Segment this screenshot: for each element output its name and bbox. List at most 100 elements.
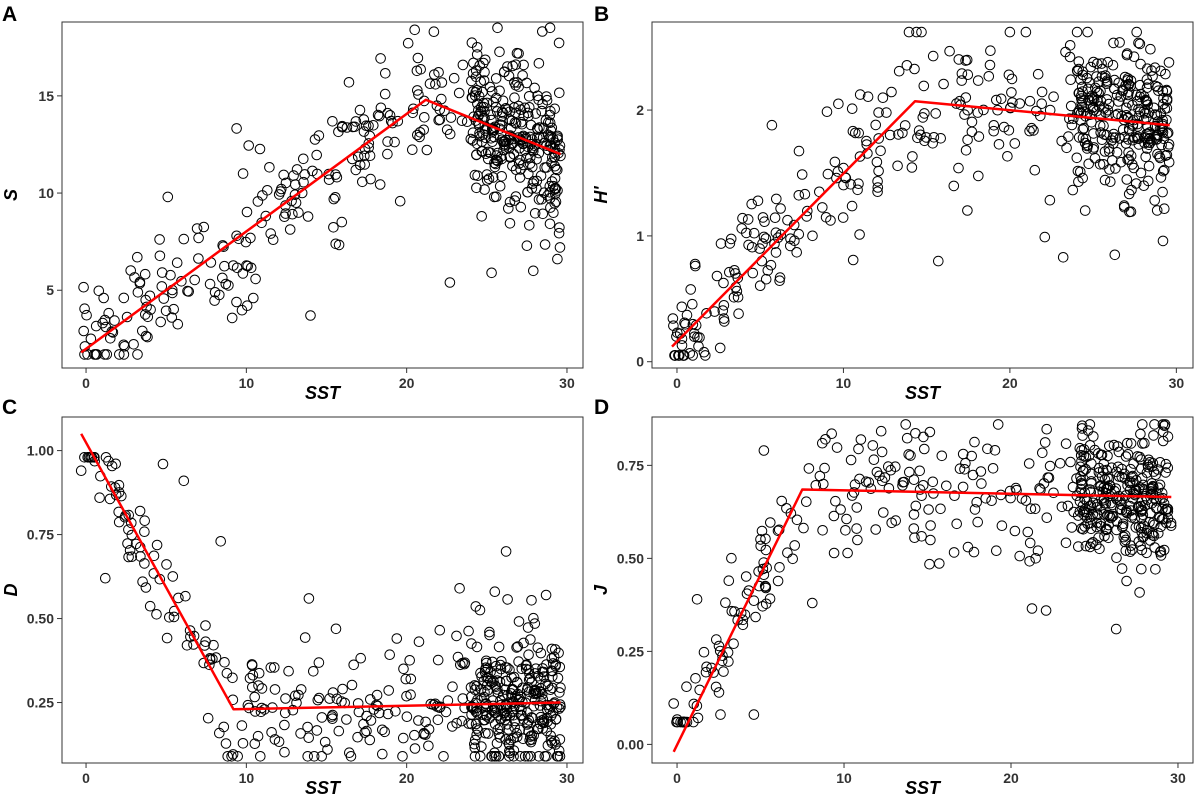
data-point — [1073, 63, 1084, 75]
x-tick-label: 30 — [1169, 375, 1185, 391]
data-point — [331, 693, 343, 705]
data-point — [223, 280, 234, 291]
data-point — [678, 350, 690, 361]
data-point — [79, 303, 90, 315]
data-point — [956, 75, 968, 86]
data-point — [1082, 83, 1094, 95]
plot-frame — [651, 21, 1194, 369]
data-point — [853, 443, 864, 455]
data-point — [289, 189, 301, 200]
data-point — [330, 192, 341, 203]
data-point — [991, 94, 1002, 106]
data-point — [848, 487, 860, 498]
data-point — [525, 634, 536, 645]
data-point — [1066, 119, 1078, 131]
data-point — [327, 116, 338, 127]
data-point — [118, 292, 130, 304]
data-point — [492, 687, 504, 699]
data-point — [916, 531, 927, 542]
data-point — [1028, 125, 1039, 136]
data-point — [1136, 527, 1148, 538]
data-point — [1118, 531, 1130, 543]
data-point — [383, 685, 395, 696]
data-point — [962, 134, 973, 146]
y-axis-title: J — [591, 584, 611, 595]
data-point — [853, 178, 864, 189]
data-point — [908, 474, 920, 486]
data-point — [770, 247, 782, 258]
data-point — [341, 122, 353, 133]
data-point — [525, 751, 537, 762]
data-point — [485, 109, 496, 121]
data-point — [365, 715, 377, 726]
data-point — [681, 309, 693, 321]
data-point — [775, 203, 786, 214]
data-point — [248, 292, 259, 304]
data-point — [1076, 81, 1088, 93]
data-point — [193, 253, 204, 264]
data-point — [93, 285, 105, 297]
data-point — [154, 234, 165, 245]
data-point — [265, 228, 277, 239]
data-point — [774, 275, 785, 287]
data-point — [545, 684, 556, 696]
data-point — [198, 221, 210, 233]
data-point — [1032, 68, 1044, 80]
data-point — [853, 127, 865, 139]
data-point — [384, 110, 396, 121]
data-point — [1104, 146, 1115, 157]
data-point — [549, 735, 560, 747]
data-point — [760, 273, 772, 285]
data-point — [1100, 524, 1112, 536]
data-point — [1130, 484, 1142, 496]
data-point — [484, 81, 496, 93]
data-point — [1035, 110, 1046, 122]
data-point — [691, 594, 703, 605]
data-point — [495, 659, 506, 671]
data-point — [701, 308, 712, 319]
data-point — [1101, 129, 1112, 141]
data-point — [711, 270, 723, 282]
data-point — [759, 216, 770, 227]
data-point — [1158, 92, 1169, 104]
data-point — [1042, 472, 1054, 483]
data-point — [480, 662, 492, 674]
data-point — [676, 301, 688, 313]
data-point — [1134, 587, 1145, 598]
data-point — [290, 179, 301, 190]
data-point — [883, 461, 894, 472]
data-point — [968, 546, 980, 558]
data-point — [728, 638, 739, 650]
data-point — [793, 145, 805, 157]
scatter-points — [78, 22, 566, 360]
data-point — [747, 267, 759, 279]
data-point — [81, 309, 92, 321]
data-point — [884, 129, 896, 141]
data-point — [421, 144, 433, 156]
data-point — [398, 663, 409, 675]
data-point — [1123, 147, 1134, 158]
data-point — [486, 677, 498, 689]
data-point — [541, 699, 553, 711]
data-point — [94, 492, 105, 504]
data-point — [1060, 537, 1072, 549]
data-point — [868, 454, 880, 466]
data-point — [1020, 26, 1032, 38]
data-point — [523, 715, 535, 726]
data-point — [933, 255, 944, 267]
data-point — [541, 751, 552, 762]
data-point — [1099, 174, 1111, 186]
data-point — [1073, 176, 1084, 187]
data-point — [1125, 476, 1136, 487]
data-point — [934, 558, 945, 569]
data-point — [687, 350, 699, 361]
data-point — [126, 551, 138, 563]
data-point — [290, 197, 302, 208]
data-point — [471, 149, 482, 160]
data-point — [711, 634, 722, 645]
data-point — [109, 315, 120, 326]
data-point — [166, 312, 178, 323]
data-point — [219, 260, 230, 272]
data-point — [550, 644, 561, 655]
data-point — [909, 532, 920, 544]
